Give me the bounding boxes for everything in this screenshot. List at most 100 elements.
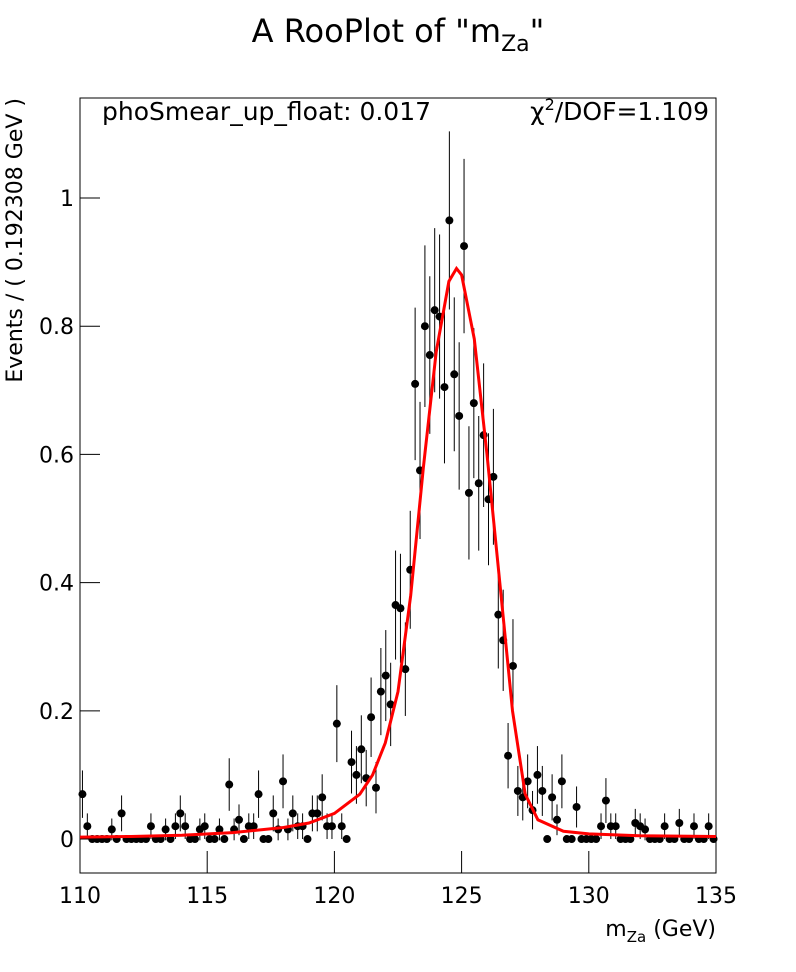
fit-curve [79, 265, 717, 839]
chi-rest: /DOF=1.109 [555, 97, 709, 126]
data-point [200, 822, 209, 831]
y-tick-label: 0 [60, 828, 74, 853]
data-point [538, 786, 547, 795]
data-point [161, 825, 170, 834]
data-point [190, 835, 199, 844]
data-point [592, 835, 601, 844]
data-point [464, 488, 473, 497]
data-point [313, 809, 322, 818]
data-point [337, 822, 346, 831]
y-tick-label: 0.8 [39, 315, 74, 340]
x-label-sub: Za [627, 928, 646, 946]
x-tick-label: 130 [568, 884, 610, 909]
x-tick-label: 110 [59, 884, 101, 909]
data-point [381, 671, 390, 680]
data-point [567, 835, 576, 844]
data-point [176, 809, 185, 818]
annotation: phoSmear_up_float: 0.017 [102, 97, 431, 126]
x-axis-label: mZa (GeV) [605, 917, 716, 946]
data-point [371, 783, 380, 792]
x-tick-label: 125 [441, 884, 483, 909]
data-point [376, 687, 385, 696]
x-tick-label: 135 [695, 884, 737, 909]
data-point [249, 822, 258, 831]
data-point [279, 777, 288, 786]
data-point [264, 835, 273, 844]
x-label-end: (GeV) [646, 917, 716, 942]
x-tick-label: 115 [186, 884, 228, 909]
data-point [557, 777, 566, 786]
data-point [494, 610, 503, 619]
data-point [225, 780, 234, 789]
data-point [146, 822, 155, 831]
data-point [513, 786, 522, 795]
data-point [469, 399, 478, 408]
data-point [396, 604, 405, 613]
data-point [357, 745, 366, 754]
data-point [572, 802, 581, 811]
data-point [347, 758, 356, 767]
data-point [548, 793, 557, 802]
data-point [445, 216, 454, 225]
data-point [215, 825, 224, 834]
data-point [411, 379, 420, 388]
data-point [543, 835, 552, 844]
chart-title: A RooPlot of "mZa" [252, 12, 545, 57]
y-tick-label: 1 [60, 187, 74, 212]
data-point [689, 822, 698, 831]
data-point [597, 822, 606, 831]
x-label-text: m [605, 917, 626, 942]
data-point [318, 793, 327, 802]
chi2-annotation: χ2/DOF=1.109 [530, 95, 709, 126]
data-point [107, 825, 116, 834]
data-point [660, 822, 669, 831]
data-point [327, 822, 336, 831]
data-point [78, 790, 87, 799]
data-point [386, 700, 395, 709]
data-point [342, 835, 351, 844]
title-sub: Za [501, 32, 530, 57]
data-point [352, 770, 361, 779]
data-point [220, 835, 229, 844]
data-point [523, 777, 532, 786]
y-axis-label: Events / ( 0.192308 GeV ) [3, 98, 28, 383]
data-point [239, 835, 248, 844]
data-point [171, 822, 180, 831]
data-point [83, 822, 92, 831]
data-point [210, 835, 219, 844]
x-tick-label: 120 [313, 884, 355, 909]
data-point [675, 819, 684, 827]
data-point [489, 472, 498, 481]
data-point [303, 835, 312, 844]
data-point [430, 306, 439, 315]
data-point [704, 822, 713, 831]
y-tick-label: 0.2 [39, 700, 74, 725]
y-tick-label: 0.4 [39, 572, 74, 597]
data-point [611, 822, 620, 831]
data-point [367, 713, 376, 722]
data-point [641, 825, 650, 834]
plot-frame [79, 97, 717, 874]
data-point [533, 770, 542, 779]
data-point [474, 479, 483, 488]
data-point [460, 242, 469, 251]
data-point [425, 351, 434, 360]
data-point [332, 719, 341, 728]
chi-sup: 2 [545, 95, 555, 114]
data-point [440, 383, 449, 392]
data-point [254, 790, 263, 799]
data-point [420, 322, 429, 331]
data-point [269, 809, 278, 818]
data-point [288, 809, 297, 818]
data-point [553, 815, 562, 824]
y-tick-label: 0.6 [39, 443, 74, 468]
data-point [504, 751, 513, 760]
data-point [508, 661, 517, 670]
data-point [401, 665, 410, 674]
data-point [450, 370, 459, 379]
data-point [117, 809, 126, 818]
data-point [235, 815, 244, 824]
data-point [181, 822, 190, 831]
